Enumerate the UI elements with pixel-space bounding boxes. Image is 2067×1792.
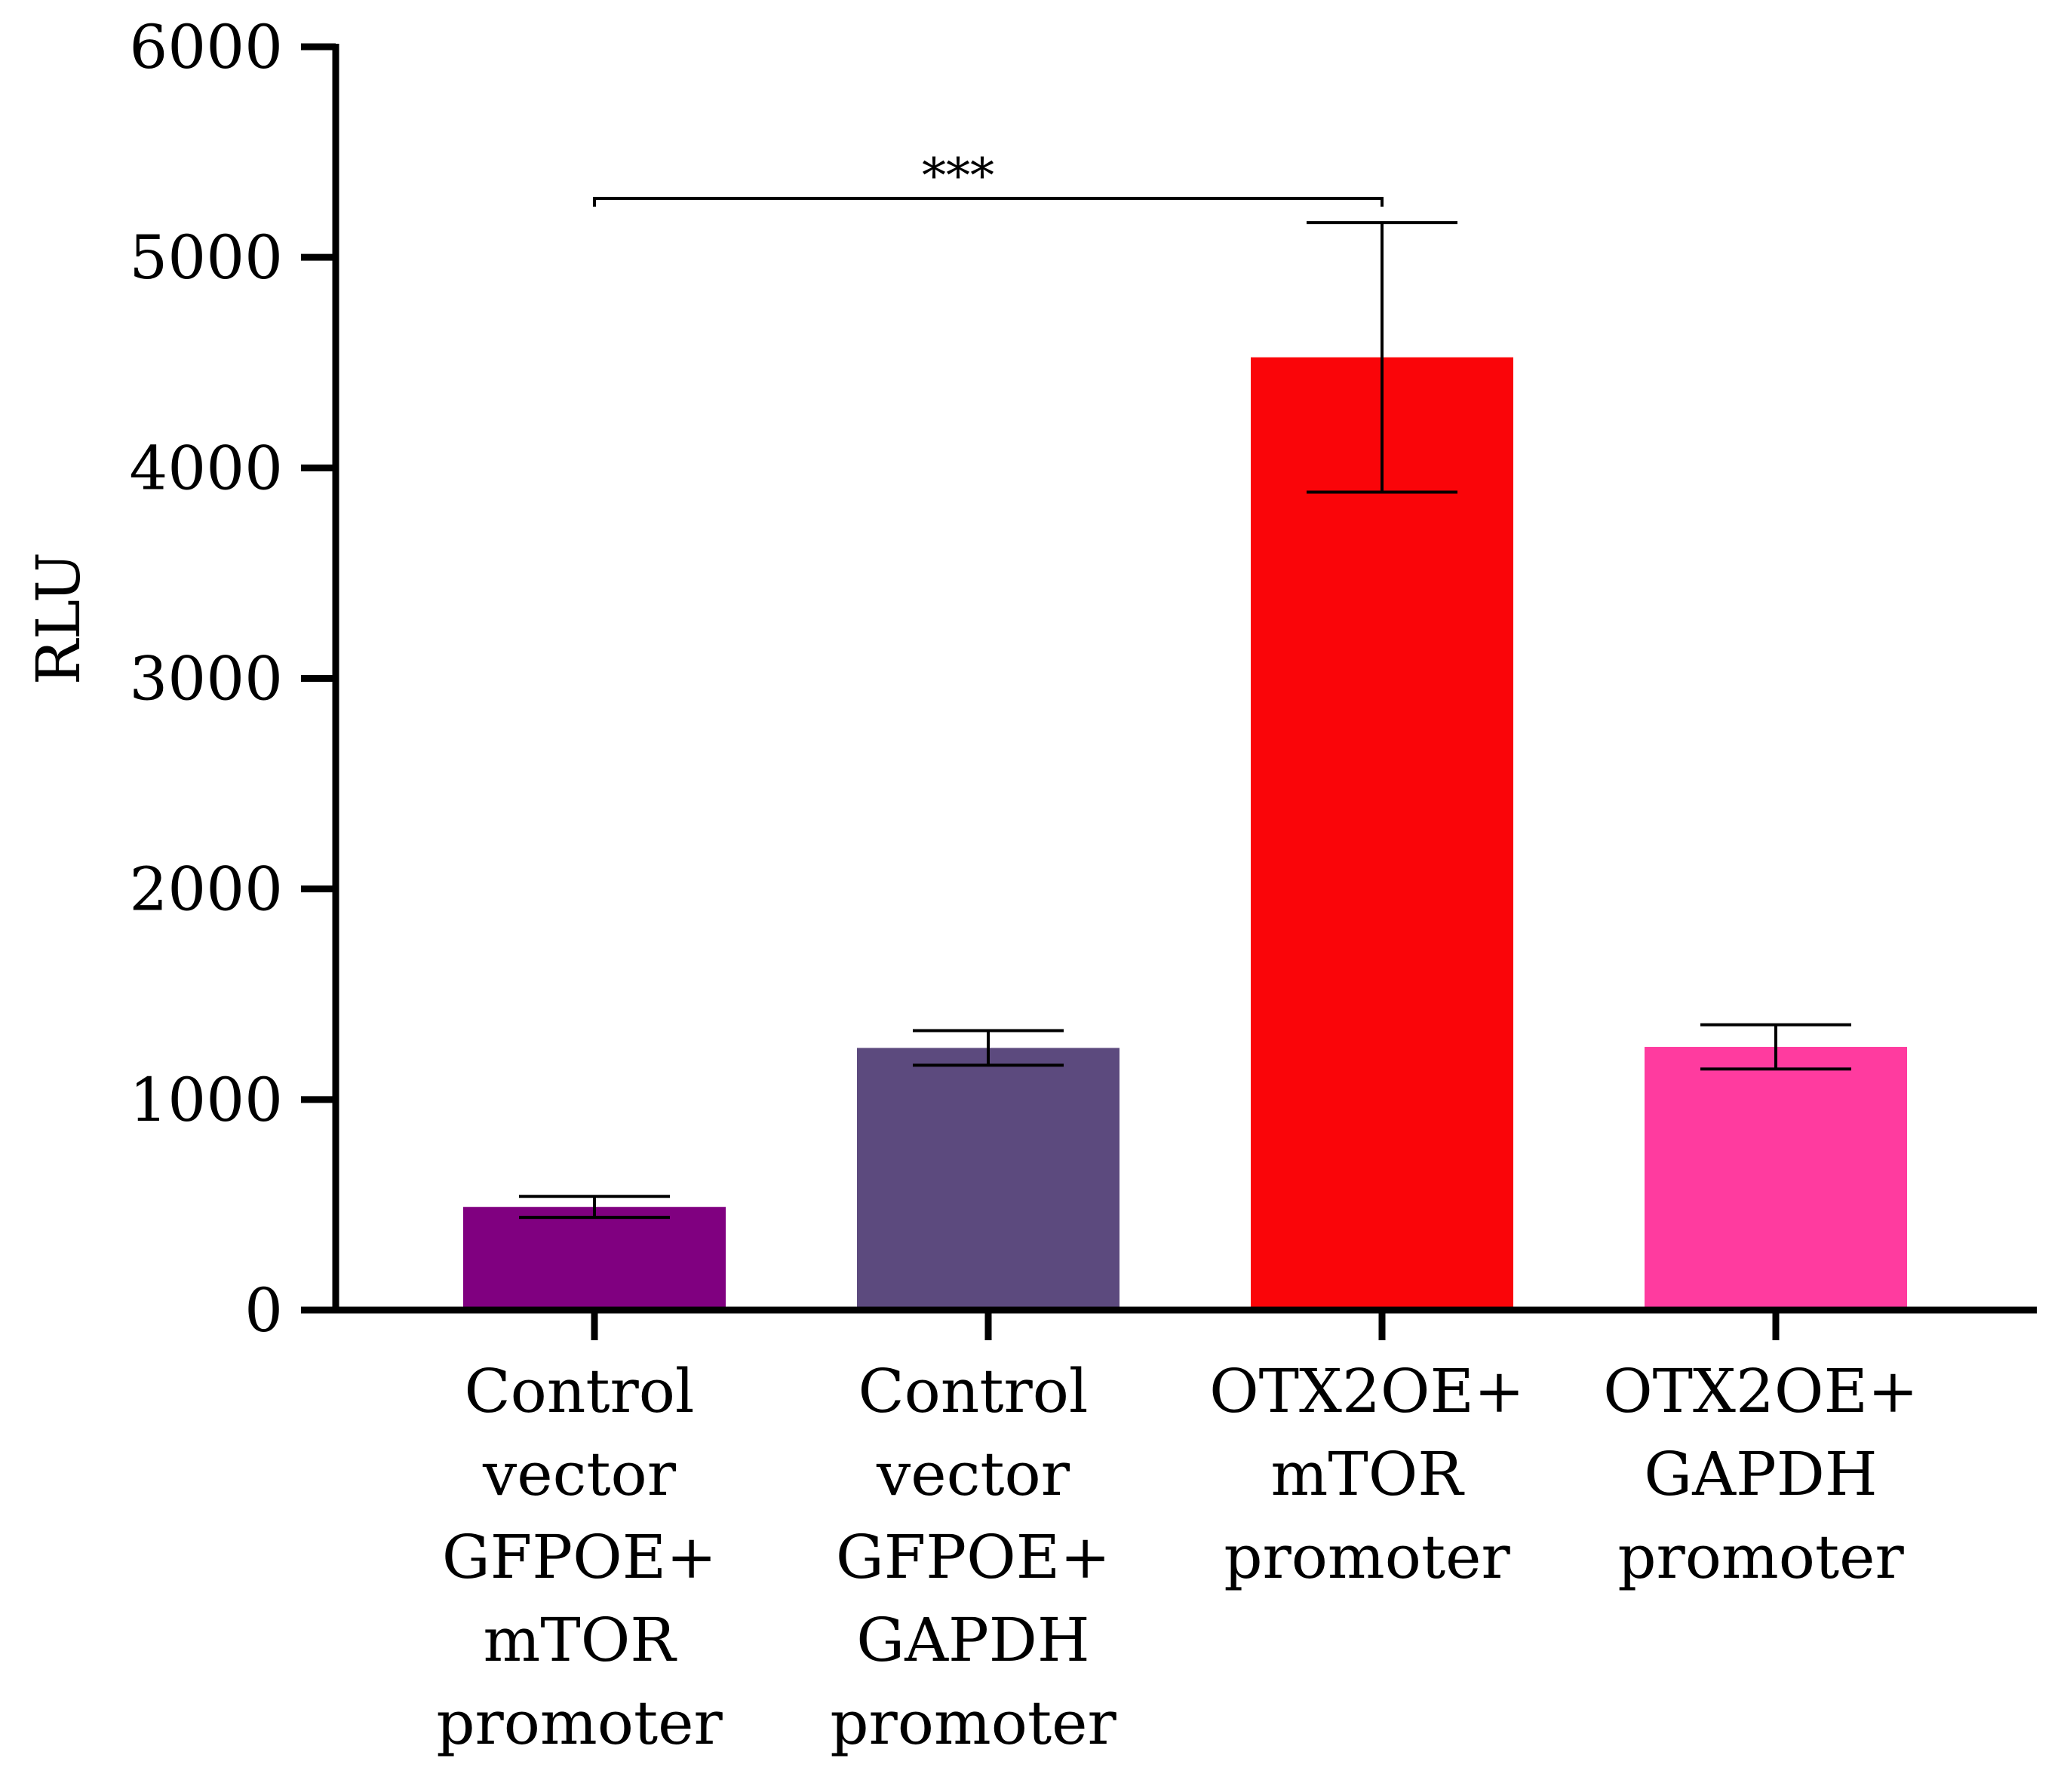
y-tick-label-1000: 1000: [129, 1065, 283, 1135]
bar-3: [1251, 357, 1513, 1310]
y-tick-label-0: 0: [244, 1275, 283, 1346]
y-axis-label: RLU: [23, 552, 94, 685]
x-tick-label-1-line-2: vector: [482, 1439, 677, 1509]
significance-stars-1: ***: [922, 149, 994, 204]
x-tick-label-4-line-3: promoter: [1617, 1522, 1904, 1592]
x-tick-label-2-line-2: vector: [876, 1439, 1070, 1509]
x-tick-label-1-line-4: mTOR: [483, 1605, 677, 1675]
x-tick-label-3-line-1: OTX2OE+: [1209, 1356, 1525, 1426]
y-tick-label-4000: 4000: [129, 433, 283, 503]
x-tick-label-2-line-3: GFPOE+: [836, 1522, 1110, 1592]
x-tick-label-2-line-4: GAPDH: [856, 1605, 1089, 1675]
x-tick-label-2-line-5: promoter: [830, 1688, 1116, 1758]
x-tick-label-4-line-1: OTX2OE+: [1603, 1356, 1918, 1426]
y-tick-label-3000: 3000: [129, 644, 283, 714]
bar-4: [1645, 1047, 1907, 1310]
x-tick-label-1-line-1: Control: [464, 1356, 694, 1426]
significance-group: ***: [593, 149, 1384, 207]
x-tick-label-1-line-3: GFPOE+: [442, 1522, 717, 1592]
x-tick-label-1-line-5: promoter: [436, 1688, 723, 1758]
y-tick-label-6000: 6000: [129, 12, 283, 82]
bar-1: [463, 1207, 726, 1310]
error-bars-group: [519, 221, 1851, 1220]
x-tick-label-3-line-3: promoter: [1224, 1522, 1510, 1592]
x-tick-label-2-line-1: Control: [858, 1356, 1088, 1426]
bars-group: [463, 357, 1907, 1310]
x-tick-label-4-line-2: GAPDH: [1644, 1439, 1877, 1509]
y-tick-label-5000: 5000: [129, 222, 283, 293]
significance-bracket-1: [593, 197, 1384, 207]
y-ticks-group: 0 1000 2000 3000 4000 5000 6000: [129, 12, 336, 1346]
y-tick-label-2000: 2000: [129, 855, 283, 925]
x-tick-label-3-line-2: mTOR: [1270, 1439, 1465, 1509]
x-ticks-group: Control vector GFPOE+ mTOR promoter Control ve…: [436, 1310, 1918, 1758]
bar-2: [857, 1048, 1119, 1310]
